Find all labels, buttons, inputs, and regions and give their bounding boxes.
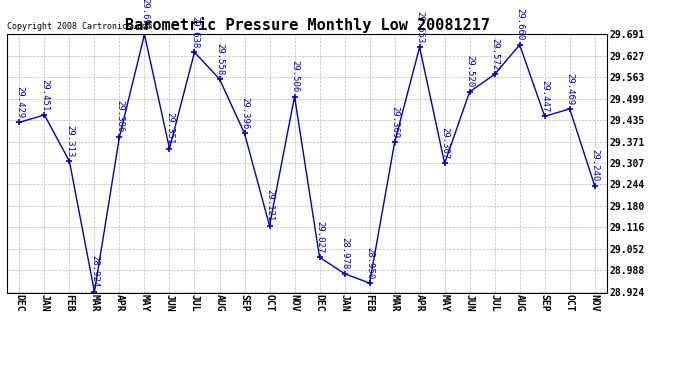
- Text: 29.520: 29.520: [465, 56, 474, 88]
- Text: 29.691: 29.691: [140, 0, 149, 30]
- Text: 29.351: 29.351: [165, 112, 174, 144]
- Text: 29.558: 29.558: [215, 43, 224, 75]
- Text: 29.240: 29.240: [590, 149, 599, 182]
- Text: 29.369: 29.369: [390, 106, 399, 138]
- Text: 29.386: 29.386: [115, 100, 124, 133]
- Text: 29.447: 29.447: [540, 80, 549, 112]
- Text: 29.638: 29.638: [190, 16, 199, 48]
- Text: 29.451: 29.451: [40, 78, 49, 111]
- Text: 28.978: 28.978: [340, 237, 349, 270]
- Text: 29.307: 29.307: [440, 127, 449, 159]
- Title: Barometric Pressure Monthly Low 20081217: Barometric Pressure Monthly Low 20081217: [125, 16, 489, 33]
- Text: 29.313: 29.313: [65, 125, 74, 157]
- Text: 29.506: 29.506: [290, 60, 299, 92]
- Text: 29.396: 29.396: [240, 97, 249, 129]
- Text: 29.121: 29.121: [265, 189, 274, 222]
- Text: 29.572: 29.572: [490, 38, 499, 70]
- Text: 29.429: 29.429: [15, 86, 24, 118]
- Text: 29.469: 29.469: [565, 72, 574, 105]
- Text: 28.950: 28.950: [365, 247, 374, 279]
- Text: 29.653: 29.653: [415, 11, 424, 43]
- Text: Copyright 2008 Cartronics.com: Copyright 2008 Cartronics.com: [7, 22, 152, 31]
- Text: 29.660: 29.660: [515, 8, 524, 40]
- Text: 29.027: 29.027: [315, 221, 324, 253]
- Text: 28.924: 28.924: [90, 255, 99, 288]
